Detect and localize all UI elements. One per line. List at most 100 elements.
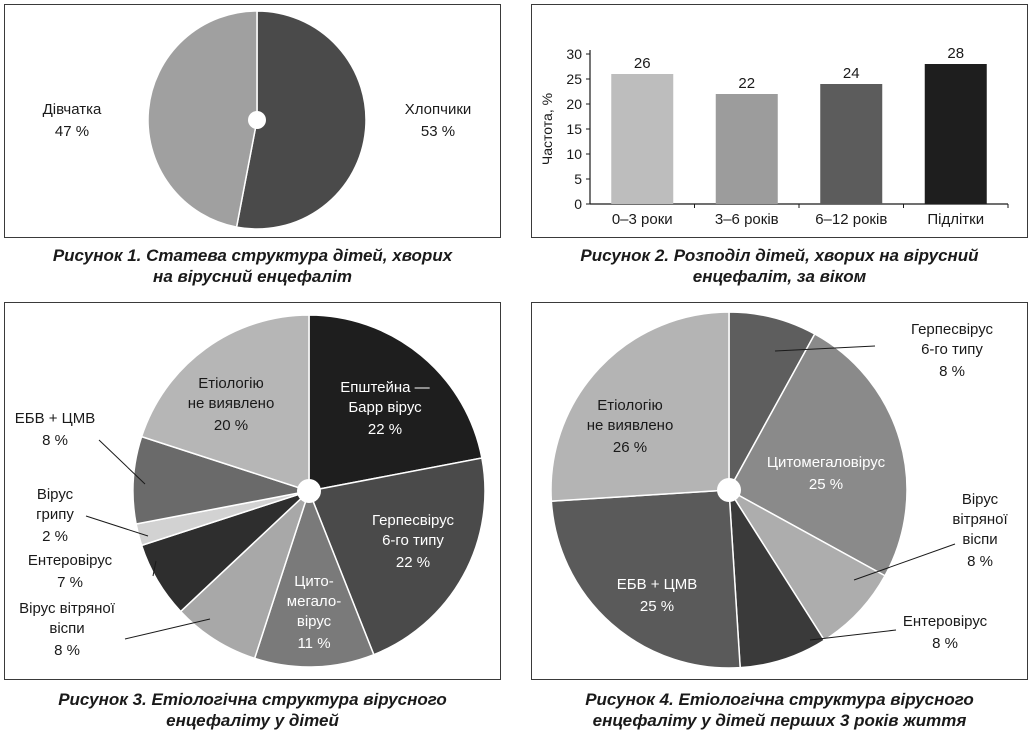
fig4-leader-line-1 [774,345,876,352]
fig4-leader-line-4 [809,629,897,641]
fig1-pie-center-hole [248,111,266,129]
fig4-slice-3-label-line-2: вітряної [952,511,1008,528]
fig3-slice-7-percent: 8 % [42,432,68,449]
figure-1-caption-line-1: Рисунок 1. Статева структура дітей, хвор… [52,246,453,265]
fig2-bar-value-label-4: 28 [947,45,964,62]
fig3-leader-line-7 [98,439,146,485]
figure-3-chart: Епштейна — Барр вірус 22 % Герпесвірус 6-го … [15,314,486,668]
fig3-leader-line-6 [85,515,149,537]
figure-4-caption-line-2: енцефаліту у дітей перших 3 років життя [592,711,967,730]
fig4-slice-5-label-line-1: ЕБВ + ЦМВ [617,576,698,593]
fig3-pie-slice-1 [308,314,483,492]
fig3-slice-6-label-line-1: Вірус [37,486,74,503]
fig4-slice-2-percent: 25 % [809,476,843,493]
fig3-leader-line-5 [152,560,157,577]
fig3-slice-3-label-line-2: мегало- [287,593,341,610]
fig3-pie-slice-4 [179,490,310,660]
figure-3-panel: Епштейна — Барр вірус 22 % Герпесвірус 6-го … [4,302,501,680]
fig2-y-tick-label-4: 15 [566,121,582,137]
figure-2-caption-line-1: Рисунок 2. Розподіл дітей, хворих на вір… [580,246,979,265]
fig4-pie-slice-1 [728,311,816,491]
fig3-slice-5-percent: 7 % [57,574,83,591]
fig4-slice-3-percent: 8 % [967,553,993,570]
fig3-slice-8-percent: 20 % [214,417,248,434]
fig3-slice-3-label-line-3: вірус [297,613,332,630]
fig2-x-tick-label-4: Підлітки [927,211,984,228]
fig3-slice-2-label-line-2: 6-го типу [382,532,444,549]
figure-1-panel: Хлопчики 53 % Дівчатка 47 % [4,4,501,238]
fig4-slice-3-label-line-1: Вірус [962,491,999,508]
figure-2-caption: Рисунок 2. Розподіл дітей, хворих на вір… [531,245,1028,287]
fig2-bar-2 [715,94,778,204]
fig4-slice-4-label-line-1: Ентеровірус [903,613,988,630]
fig3-pie-slice-2 [307,457,486,656]
fig3-leader-line-4 [124,618,211,640]
fig3-slice-4-label-line-1: Вірус вітряної [19,600,116,617]
fig2-bar-1 [611,74,674,204]
figure-4-chart: Герпесвірус 6-го типу 8 % Цитомегаловірус 25… [550,311,1008,669]
fig4-leader-line-3 [853,543,956,581]
fig3-slice-2-label-line-1: Герпесвірус [372,512,455,529]
fig4-slice-6-label-line-1: Етіологію [597,397,663,414]
fig3-slice-8-label-line-1: Етіологію [198,375,264,392]
figure-1-caption-line-2: на вірусний енцефаліт [153,267,352,286]
fig2-y-tick-label-5: 20 [566,96,582,112]
fig2-bar-3 [820,84,883,204]
fig3-pie-slice-7 [132,435,310,525]
fig3-slice-1-label-line-1: Епштейна — [340,379,429,396]
fig2-y-tick-label-1: 0 [574,196,582,212]
fig4-slice-6-percent: 26 % [613,439,647,456]
figure-2-chart: 0 5 10 15 20 25 30 Частота, % 26 0–3 роки 22 3–6 ро… [539,45,1009,228]
figure-2-panel: 0 5 10 15 20 25 30 Частота, % 26 0–3 роки 22 3–6 ро… [531,4,1028,238]
fig3-pie-slice-3 [253,488,375,668]
fig3-slice-6-label-line-2: грипу [36,506,74,523]
fig4-slice-1-label-line-2: 6-го типу [921,341,983,358]
figure-4-caption: Рисунок 4. Етіологічна структура вірусно… [531,689,1028,731]
fig2-bar-value-label-2: 22 [738,75,755,92]
fig1-slice-2-percent: 47 % [55,123,89,140]
fig3-slice-3-label-line-1: Цито- [294,573,334,590]
fig1-pie-slice-1 [235,10,367,230]
fig4-slice-5-percent: 25 % [640,598,674,615]
fig3-slice-1-label-line-2: Барр вірус [348,399,422,416]
figure-2-caption-line-2: енцефаліт, за віком [692,267,867,286]
fig1-pie-slice-2 [147,10,258,228]
fig2-y-tick-label-3: 10 [566,146,582,162]
fig3-slice-5-label-line-1: Ентеровірус [28,552,113,569]
fig3-slice-7-label-line-1: ЕБВ + ЦМВ [15,410,96,427]
fig2-y-tick-label-7: 30 [566,46,582,62]
figure-1-chart: Хлопчики 53 % Дівчатка 47 % [43,10,472,230]
fig4-pie-center-hole [717,478,741,502]
fig2-bar-value-label-3: 24 [843,65,860,82]
fig3-slice-2-percent: 22 % [396,554,430,571]
fig4-slice-6-label-line-2: не виявлено [587,417,674,434]
fig4-pie-slice-2 [727,332,908,577]
fig2-x-tick-label-2: 3–6 років [715,211,779,228]
fig2-y-tick-label-2: 5 [574,171,582,187]
fig4-pie-slice-6 [550,311,730,502]
fig4-pie-slice-4 [728,489,826,669]
fig2-y-tick-label-6: 25 [566,71,582,87]
fig4-slice-2-label-line-1: Цитомегаловірус [767,454,886,471]
figure-3-caption: Рисунок 3. Етіологічна структура вірусно… [4,689,501,731]
fig4-slice-1-percent: 8 % [939,363,965,380]
fig3-slice-3-percent: 11 % [297,635,330,652]
fig3-slice-4-percent: 8 % [54,642,80,659]
figure-4-caption-line-1: Рисунок 4. Етіологічна структура вірусно… [585,690,974,709]
figure-1-caption: Рисунок 1. Статева структура дітей, хвор… [4,245,501,287]
figure-4-panel: Герпесвірус 6-го типу 8 % Цитомегаловірус 25… [531,302,1028,680]
fig1-slice-1-percent: 53 % [421,123,455,140]
fig1-slice-1-label-line-1: Хлопчики [405,101,472,118]
figure-3-caption-line-2: енцефаліту у дітей [166,711,339,730]
fig3-pie-center-hole [297,479,321,503]
fig4-slice-1-label-line-1: Герпесвірус [911,321,994,338]
fig3-pie-slice-8 [140,314,310,493]
fig2-bar-4 [924,64,987,204]
fig3-slice-4-label-line-2: віспи [49,620,84,637]
fig2-y-axis-title: Частота, % [539,93,555,165]
fig2-x-tick-label-3: 6–12 років [815,211,887,228]
fig1-slice-2-label-line-1: Дівчатка [43,101,102,118]
fig2-x-tick-label-1: 0–3 роки [612,211,673,228]
fig3-slice-6-percent: 2 % [42,528,68,545]
fig4-slice-3-label-line-3: віспи [962,531,997,548]
